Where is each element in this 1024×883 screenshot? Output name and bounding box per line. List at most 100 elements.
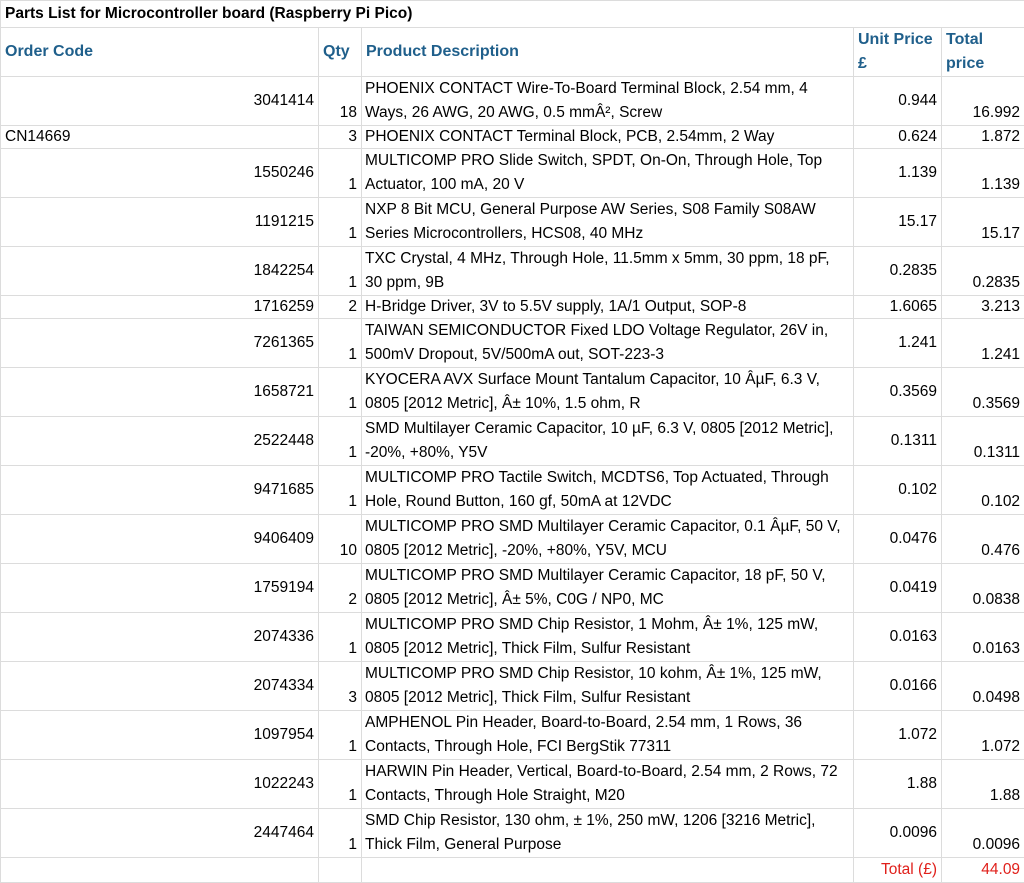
unit-price-cell[interactable]: 0.0166 bbox=[854, 662, 942, 711]
empty-cell[interactable] bbox=[362, 858, 854, 883]
description-cell[interactable]: MULTICOMP PRO SMD Chip Resistor, 1 Mohm,… bbox=[362, 613, 854, 662]
header-order-code[interactable]: Order Code bbox=[1, 28, 319, 77]
qty-cell[interactable]: 3 bbox=[319, 126, 362, 149]
order-code-cell[interactable]: 3041414 bbox=[1, 77, 319, 126]
total-price-cell[interactable]: 16.992 bbox=[942, 77, 1024, 126]
qty-cell[interactable]: 1 bbox=[319, 319, 362, 368]
total-label[interactable]: Total (£) bbox=[854, 858, 942, 883]
qty-cell[interactable]: 2 bbox=[319, 564, 362, 613]
qty-cell[interactable]: 1 bbox=[319, 711, 362, 760]
header-description[interactable]: Product Description bbox=[362, 28, 854, 77]
qty-cell[interactable]: 1 bbox=[319, 613, 362, 662]
total-price-cell[interactable]: 1.139 bbox=[942, 149, 1024, 198]
header-qty[interactable]: Qty bbox=[319, 28, 362, 77]
order-code-cell[interactable]: 2074334 bbox=[1, 662, 319, 711]
total-price-cell[interactable]: 0.2835 bbox=[942, 247, 1024, 296]
order-code-cell[interactable]: 2522448 bbox=[1, 417, 319, 466]
total-price-cell[interactable]: 1.241 bbox=[942, 319, 1024, 368]
unit-price-cell[interactable]: 0.3569 bbox=[854, 368, 942, 417]
total-value[interactable]: 44.09 bbox=[942, 858, 1024, 883]
sheet-title[interactable]: Parts List for Microcontroller board (Ra… bbox=[1, 1, 1024, 28]
order-code-cell[interactable]: 7261365 bbox=[1, 319, 319, 368]
unit-price-cell[interactable]: 0.0096 bbox=[854, 809, 942, 858]
unit-price-cell[interactable]: 0.0163 bbox=[854, 613, 942, 662]
order-code-cell[interactable]: 9471685 bbox=[1, 466, 319, 515]
unit-price-cell[interactable]: 0.624 bbox=[854, 126, 942, 149]
qty-cell[interactable]: 1 bbox=[319, 466, 362, 515]
order-code-cell[interactable]: CN14669 bbox=[1, 126, 319, 149]
description-cell[interactable]: PHOENIX CONTACT Terminal Block, PCB, 2.5… bbox=[362, 126, 854, 149]
header-unit-price[interactable]: Unit Price £ bbox=[854, 28, 942, 77]
qty-cell[interactable]: 10 bbox=[319, 515, 362, 564]
total-price-cell[interactable]: 0.0498 bbox=[942, 662, 1024, 711]
order-code-cell[interactable]: 1550246 bbox=[1, 149, 319, 198]
total-price-cell[interactable]: 1.072 bbox=[942, 711, 1024, 760]
unit-price-cell[interactable]: 0.944 bbox=[854, 77, 942, 126]
description-cell[interactable]: TXC Crystal, 4 MHz, Through Hole, 11.5mm… bbox=[362, 247, 854, 296]
unit-price-cell[interactable]: 0.102 bbox=[854, 466, 942, 515]
qty-cell[interactable]: 3 bbox=[319, 662, 362, 711]
header-total-price[interactable]: Total price bbox=[942, 28, 1024, 77]
total-price-cell[interactable]: 0.0163 bbox=[942, 613, 1024, 662]
order-code-cell[interactable]: 1022243 bbox=[1, 760, 319, 809]
description-cell[interactable]: AMPHENOL Pin Header, Board-to-Board, 2.5… bbox=[362, 711, 854, 760]
order-code-cell[interactable]: 2074336 bbox=[1, 613, 319, 662]
order-code-cell[interactable]: 1716259 bbox=[1, 296, 319, 319]
qty-cell[interactable]: 1 bbox=[319, 198, 362, 247]
qty-cell[interactable]: 1 bbox=[319, 760, 362, 809]
total-price-cell[interactable]: 0.0096 bbox=[942, 809, 1024, 858]
qty-cell[interactable]: 1 bbox=[319, 417, 362, 466]
order-code-cell[interactable]: 1658721 bbox=[1, 368, 319, 417]
description-cell[interactable]: MULTICOMP PRO SMD Chip Resistor, 10 kohm… bbox=[362, 662, 854, 711]
unit-price-cell[interactable]: 1.072 bbox=[854, 711, 942, 760]
description-cell[interactable]: NXP 8 Bit MCU, General Purpose AW Series… bbox=[362, 198, 854, 247]
unit-price-cell[interactable]: 1.88 bbox=[854, 760, 942, 809]
description-cell[interactable]: KYOCERA AVX Surface Mount Tantalum Capac… bbox=[362, 368, 854, 417]
order-code-cell[interactable]: 1759194 bbox=[1, 564, 319, 613]
description-cell[interactable]: SMD Multilayer Ceramic Capacitor, 10 µF,… bbox=[362, 417, 854, 466]
total-price-cell[interactable]: 1.872 bbox=[942, 126, 1024, 149]
total-price-cell[interactable]: 0.3569 bbox=[942, 368, 1024, 417]
description-cell[interactable]: SMD Chip Resistor, 130 ohm, ± 1%, 250 mW… bbox=[362, 809, 854, 858]
qty-cell[interactable]: 2 bbox=[319, 296, 362, 319]
qty-cell[interactable]: 1 bbox=[319, 368, 362, 417]
empty-cell[interactable] bbox=[319, 858, 362, 883]
order-code-cell[interactable]: 2447464 bbox=[1, 809, 319, 858]
unit-price-cell[interactable]: 1.241 bbox=[854, 319, 942, 368]
qty-cell[interactable]: 18 bbox=[319, 77, 362, 126]
description-cell[interactable]: H-Bridge Driver, 3V to 5.5V supply, 1A/1… bbox=[362, 296, 854, 319]
description-cell[interactable]: PHOENIX CONTACT Wire-To-Board Terminal B… bbox=[362, 77, 854, 126]
order-code-cell[interactable]: 1191215 bbox=[1, 198, 319, 247]
order-code-cell[interactable]: 9406409 bbox=[1, 515, 319, 564]
description-cell[interactable]: MULTICOMP PRO SMD Multilayer Ceramic Cap… bbox=[362, 564, 854, 613]
empty-cell[interactable] bbox=[1, 858, 319, 883]
unit-price-cell[interactable]: 0.0476 bbox=[854, 515, 942, 564]
order-code-cell[interactable]: 1097954 bbox=[1, 711, 319, 760]
unit-price-cell[interactable]: 0.0419 bbox=[854, 564, 942, 613]
description-cell[interactable]: MULTICOMP PRO Tactile Switch, MCDTS6, To… bbox=[362, 466, 854, 515]
unit-price-cell[interactable]: 1.139 bbox=[854, 149, 942, 198]
total-price-cell[interactable]: 0.1311 bbox=[942, 417, 1024, 466]
total-price-cell[interactable]: 15.17 bbox=[942, 198, 1024, 247]
description-cell[interactable]: TAIWAN SEMICONDUCTOR Fixed LDO Voltage R… bbox=[362, 319, 854, 368]
total-price-cell[interactable]: 0.476 bbox=[942, 515, 1024, 564]
unit-price-cell[interactable]: 1.6065 bbox=[854, 296, 942, 319]
qty-cell[interactable]: 1 bbox=[319, 247, 362, 296]
total-price-cell[interactable]: 0.102 bbox=[942, 466, 1024, 515]
qty-cell[interactable]: 1 bbox=[319, 149, 362, 198]
description-cell[interactable]: HARWIN Pin Header, Vertical, Board-to-Bo… bbox=[362, 760, 854, 809]
unit-price-cell[interactable]: 0.2835 bbox=[854, 247, 942, 296]
description-cell[interactable]: MULTICOMP PRO Slide Switch, SPDT, On-On,… bbox=[362, 149, 854, 198]
unit-price-cell[interactable]: 15.17 bbox=[854, 198, 942, 247]
unit-price-cell[interactable]: 0.1311 bbox=[854, 417, 942, 466]
total-price-cell[interactable]: 3.213 bbox=[942, 296, 1024, 319]
description-cell[interactable]: MULTICOMP PRO SMD Multilayer Ceramic Cap… bbox=[362, 515, 854, 564]
total-price-cell[interactable]: 1.88 bbox=[942, 760, 1024, 809]
qty-cell[interactable]: 1 bbox=[319, 809, 362, 858]
total-price-cell[interactable]: 0.0838 bbox=[942, 564, 1024, 613]
order-code-cell[interactable]: 1842254 bbox=[1, 247, 319, 296]
